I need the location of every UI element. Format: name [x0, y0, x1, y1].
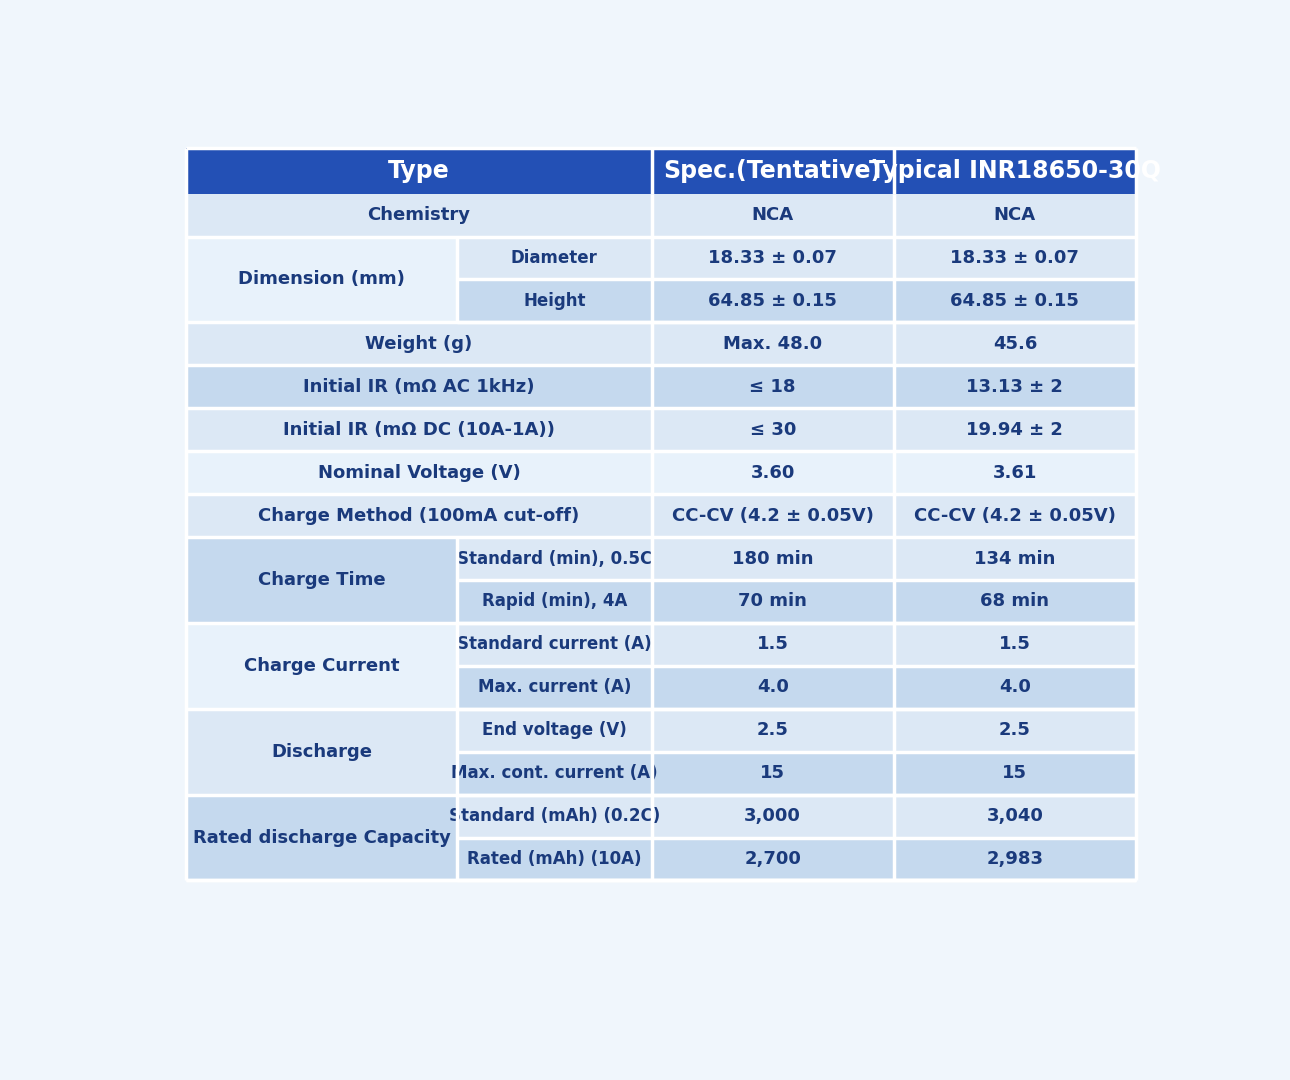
Text: Charge Time: Charge Time — [258, 571, 386, 589]
Bar — [186, 323, 1136, 365]
Text: 15: 15 — [760, 765, 786, 782]
Bar — [457, 795, 651, 838]
Text: 18.33 ± 0.07: 18.33 ± 0.07 — [708, 249, 837, 267]
Text: 3,040: 3,040 — [987, 807, 1044, 825]
Text: 2,700: 2,700 — [744, 850, 801, 868]
Bar — [894, 795, 1136, 838]
Text: 180 min: 180 min — [731, 550, 814, 567]
Text: Max. cont. current (A): Max. cont. current (A) — [451, 765, 658, 782]
Bar — [457, 580, 651, 623]
Text: 4.0: 4.0 — [998, 678, 1031, 697]
Bar — [651, 795, 894, 838]
Text: 3,000: 3,000 — [744, 807, 801, 825]
Text: Rated (mAh) (10A): Rated (mAh) (10A) — [467, 850, 641, 868]
Text: Type: Type — [388, 159, 450, 183]
Text: Dimension (mm): Dimension (mm) — [239, 270, 405, 288]
Bar — [457, 280, 651, 323]
Bar — [651, 708, 894, 752]
Text: 4.0: 4.0 — [757, 678, 788, 697]
Text: 2.5: 2.5 — [757, 721, 788, 739]
Bar — [186, 365, 1136, 408]
Text: End voltage (V): End voltage (V) — [482, 721, 627, 739]
Text: CC-CV (4.2 ± 0.05V): CC-CV (4.2 ± 0.05V) — [672, 507, 873, 525]
Bar — [186, 623, 457, 708]
Text: 45.6: 45.6 — [993, 335, 1037, 353]
Text: CC-CV (4.2 ± 0.05V): CC-CV (4.2 ± 0.05V) — [915, 507, 1116, 525]
Bar — [894, 537, 1136, 580]
Bar — [894, 752, 1136, 795]
Text: Charge Current: Charge Current — [244, 657, 400, 675]
Bar — [186, 495, 1136, 537]
Text: NCA: NCA — [752, 206, 793, 224]
Bar — [186, 148, 1136, 193]
Bar — [651, 666, 894, 708]
Text: 3.60: 3.60 — [751, 463, 795, 482]
Text: Spec.(Tentative): Spec.(Tentative) — [663, 159, 882, 183]
Text: Weight (g): Weight (g) — [365, 335, 472, 353]
Text: Charge Method (100mA cut-off): Charge Method (100mA cut-off) — [258, 507, 579, 525]
Text: Typical INR18650-30Q: Typical INR18650-30Q — [869, 159, 1161, 183]
Text: Max. 48.0: Max. 48.0 — [724, 335, 822, 353]
Bar — [457, 752, 651, 795]
Bar — [457, 666, 651, 708]
Bar — [186, 408, 1136, 451]
Bar — [186, 708, 457, 795]
Text: 13.13 ± 2: 13.13 ± 2 — [966, 378, 1063, 395]
Text: 2.5: 2.5 — [998, 721, 1031, 739]
Bar — [894, 580, 1136, 623]
Text: Diameter: Diameter — [511, 249, 597, 267]
Bar — [186, 795, 457, 880]
Bar — [651, 838, 894, 880]
Text: 64.85 ± 0.15: 64.85 ± 0.15 — [951, 292, 1080, 310]
Text: 3.61: 3.61 — [993, 463, 1037, 482]
Bar — [894, 623, 1136, 666]
Text: 70 min: 70 min — [738, 593, 808, 610]
Bar — [651, 623, 894, 666]
Bar — [186, 237, 457, 323]
Text: Max. current (A): Max. current (A) — [477, 678, 631, 697]
Bar — [651, 280, 894, 323]
Bar — [894, 237, 1136, 280]
Bar — [651, 237, 894, 280]
Text: 19.94 ± 2: 19.94 ± 2 — [966, 421, 1063, 438]
Bar — [894, 666, 1136, 708]
Bar — [457, 623, 651, 666]
Text: 134 min: 134 min — [974, 550, 1055, 567]
Text: Rated discharge Capacity: Rated discharge Capacity — [192, 828, 450, 847]
Bar — [894, 838, 1136, 880]
Text: Nominal Voltage (V): Nominal Voltage (V) — [317, 463, 520, 482]
Bar — [457, 838, 651, 880]
Text: 64.85 ± 0.15: 64.85 ± 0.15 — [708, 292, 837, 310]
Text: 1.5: 1.5 — [757, 635, 788, 653]
Text: Standard (mAh) (0.2C): Standard (mAh) (0.2C) — [449, 807, 660, 825]
Bar — [651, 752, 894, 795]
Text: Rapid (min), 4A: Rapid (min), 4A — [481, 593, 627, 610]
Bar — [457, 708, 651, 752]
Text: 68 min: 68 min — [980, 593, 1049, 610]
Text: Standard (min), 0.5C: Standard (min), 0.5C — [457, 550, 651, 567]
Text: NCA: NCA — [993, 206, 1036, 224]
Text: 2,983: 2,983 — [987, 850, 1044, 868]
Text: ≤ 30: ≤ 30 — [749, 421, 796, 438]
Text: Discharge: Discharge — [271, 743, 372, 760]
Text: Height: Height — [522, 292, 586, 310]
Text: 18.33 ± 0.07: 18.33 ± 0.07 — [951, 249, 1080, 267]
Text: Initial IR (mΩ AC 1kHz): Initial IR (mΩ AC 1kHz) — [303, 378, 534, 395]
Bar — [186, 537, 457, 623]
Text: Chemistry: Chemistry — [368, 206, 471, 224]
Bar — [651, 580, 894, 623]
Text: 15: 15 — [1002, 765, 1027, 782]
Bar — [457, 537, 651, 580]
Bar — [186, 193, 1136, 237]
Text: Standard current (A): Standard current (A) — [457, 635, 651, 653]
Bar — [186, 451, 1136, 495]
Text: Initial IR (mΩ DC (10A-1A)): Initial IR (mΩ DC (10A-1A)) — [283, 421, 555, 438]
Bar — [457, 237, 651, 280]
Bar — [894, 280, 1136, 323]
Text: 1.5: 1.5 — [998, 635, 1031, 653]
Text: ≤ 18: ≤ 18 — [749, 378, 796, 395]
Bar — [894, 708, 1136, 752]
Bar — [651, 537, 894, 580]
